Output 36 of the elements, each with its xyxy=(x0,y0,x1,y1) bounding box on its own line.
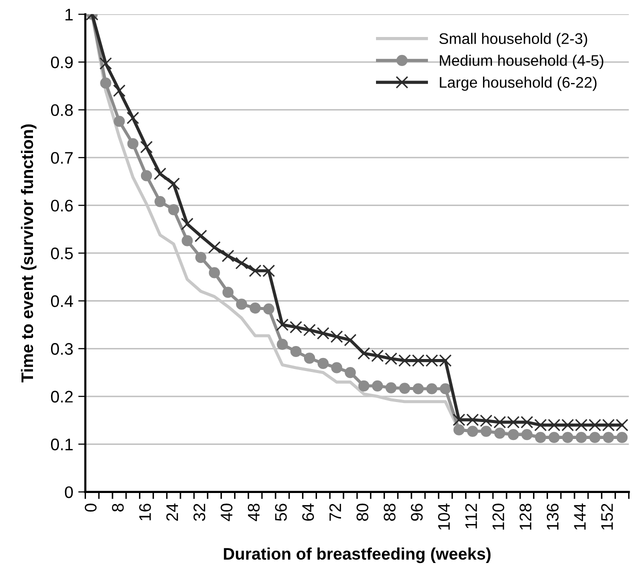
x-tick-label: 96 xyxy=(410,504,423,521)
x-tick-label: 136 xyxy=(546,504,559,530)
legend-label: Large household (6-22) xyxy=(440,76,597,91)
x-tick-label: 48 xyxy=(248,504,260,522)
y-tick-label: 0 xyxy=(64,486,73,498)
y-tick-label: 0.8 xyxy=(51,104,73,116)
x-tick-label: 80 xyxy=(356,504,368,521)
y-tick-label: 0.5 xyxy=(51,248,73,260)
y-tick-label: 0.1 xyxy=(51,438,73,450)
x-tick-label: 0 xyxy=(84,504,97,512)
y-tick-label: 1 xyxy=(66,8,73,20)
x-tick-label: 152 xyxy=(601,504,613,530)
x-axis-title: Duration of breastfeeding (weeks) xyxy=(224,548,491,564)
x-tick-label: 64 xyxy=(302,504,314,521)
x-tick-label: 112 xyxy=(465,504,477,528)
x-tick-label: 24 xyxy=(166,504,178,521)
x-tick-label: 16 xyxy=(139,504,151,520)
x-tick-label: 72 xyxy=(329,504,342,521)
legend-label: Small household (2-3) xyxy=(439,32,588,48)
y-axis-title: Time to event (survivor function) xyxy=(20,124,36,382)
x-tick-label: 88 xyxy=(384,504,396,521)
x-tick-label: 8 xyxy=(112,504,124,512)
x-tick-label: 40 xyxy=(220,504,232,522)
x-tick-label: 144 xyxy=(574,504,586,530)
y-tick-label: 0.7 xyxy=(51,152,73,164)
x-tick-label: 32 xyxy=(193,504,206,521)
y-tick-label: 0.9 xyxy=(51,56,73,68)
x-tick-label: 56 xyxy=(275,504,287,521)
x-tick-label: 104 xyxy=(438,504,450,530)
x-tick-label: 120 xyxy=(492,504,504,530)
legend-label: Medium household (4-5) xyxy=(440,54,604,69)
y-tick-label: 0.6 xyxy=(51,200,73,212)
y-tick-label: 0.3 xyxy=(51,343,73,355)
y-tick-label: 0.2 xyxy=(51,390,73,403)
y-tick-label: 0.4 xyxy=(51,295,74,308)
x-tick-label: 128 xyxy=(520,504,532,530)
